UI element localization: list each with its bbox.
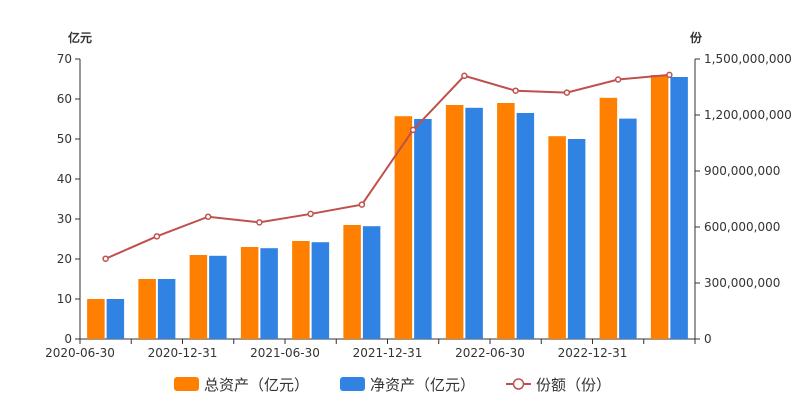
bar-net-assets[interactable] [619, 118, 637, 339]
bar-total-assets[interactable] [394, 116, 413, 339]
x-axis-tick-label: 2020-12-31 [148, 346, 218, 360]
legend-item-shares[interactable]: 份额（份） [506, 376, 611, 394]
left-axis-tick-label: 30 [57, 212, 72, 226]
x-axis-tick-label: 2022-12-31 [558, 346, 628, 360]
bar-total-assets[interactable] [650, 75, 669, 339]
bar-total-assets[interactable] [599, 97, 618, 339]
legend-swatch-total-assets [174, 377, 199, 391]
share-point[interactable] [153, 233, 161, 240]
share-line [102, 71, 673, 262]
share-point[interactable] [409, 126, 417, 134]
left-axis-tick-label: 70 [57, 52, 72, 66]
left-axis-tick-label: 10 [57, 292, 72, 306]
axes: 0 10 20 30 40 50 60 70 0 300,000,000 600,000,000 90… [45, 52, 792, 360]
left-axis-tick-label: 20 [57, 252, 72, 266]
bar-total-assets[interactable] [548, 136, 566, 339]
bar-net-assets[interactable] [157, 279, 176, 339]
bar-net-assets[interactable] [106, 299, 125, 339]
share-point[interactable] [614, 76, 622, 83]
legend: 总资产（亿元） 净资产（亿元） 份额（份） [174, 376, 611, 394]
bar-net-assets[interactable] [209, 255, 227, 339]
left-axis-unit: 亿元 [68, 30, 92, 45]
bar-net-assets[interactable] [670, 77, 688, 339]
share-point[interactable] [563, 89, 571, 96]
right-axis-tick-label: 300,000,000 [704, 276, 780, 290]
bar-total-assets[interactable] [292, 241, 310, 339]
right-axis-tick-label: 1,200,000,000 [704, 108, 792, 122]
left-axis-tick-label: 60 [57, 92, 72, 106]
share-line-path [105, 73, 670, 260]
x-axis-tick-label: 2020-06-30 [45, 346, 115, 360]
bar-net-assets[interactable] [567, 139, 586, 339]
bar-total-assets[interactable] [138, 279, 156, 339]
legend-label-net-assets: 净资产（亿元） [370, 376, 475, 394]
share-point[interactable] [307, 210, 314, 218]
right-axis-unit: 份 [690, 30, 703, 45]
share-point[interactable] [204, 213, 212, 220]
x-axis-tick-label: 2022-06-30 [455, 346, 525, 360]
bar-net-assets[interactable] [260, 248, 278, 339]
bar-total-assets[interactable] [240, 247, 259, 339]
right-axis-tick-label: 600,000,000 [704, 220, 780, 234]
legend-label-total-assets: 总资产（亿元） [204, 376, 309, 394]
share-point[interactable] [666, 71, 673, 79]
legend-marker-shares [512, 378, 525, 390]
left-axis-tick-label: 50 [57, 132, 72, 146]
bar-net-assets[interactable] [311, 242, 330, 339]
share-point[interactable] [461, 72, 468, 80]
legend-item-net-assets[interactable]: 净资产（亿元） [340, 376, 475, 394]
bars [87, 75, 688, 339]
share-point[interactable] [512, 87, 519, 94]
share-point[interactable] [256, 219, 263, 226]
legend-swatch-net-assets [340, 377, 365, 391]
bar-total-assets[interactable] [343, 225, 361, 339]
bar-total-assets[interactable] [189, 255, 208, 339]
share-point[interactable] [358, 201, 366, 208]
bar-net-assets[interactable] [362, 226, 381, 339]
right-axis-tick-label: 1,500,000,000 [704, 52, 792, 66]
legend-label-shares: 份额（份） [536, 376, 611, 394]
left-axis-tick-label: 40 [57, 172, 72, 186]
share-point[interactable] [102, 255, 109, 262]
bar-net-assets[interactable] [516, 113, 535, 339]
x-axis-tick-label: 2021-06-30 [250, 346, 320, 360]
x-axis-tick-label: 2021-12-31 [353, 346, 423, 360]
right-axis-tick-label: 900,000,000 [704, 164, 780, 178]
left-axis-tick-label: 0 [64, 332, 72, 346]
bar-total-assets[interactable] [497, 103, 515, 339]
bar-total-assets[interactable] [87, 299, 105, 339]
bar-net-assets[interactable] [414, 119, 432, 339]
bar-total-assets[interactable] [445, 105, 464, 339]
legend-item-total-assets[interactable]: 总资产（亿元） [174, 376, 309, 394]
right-axis-tick-label: 0 [704, 332, 712, 346]
bar-net-assets[interactable] [465, 107, 483, 339]
